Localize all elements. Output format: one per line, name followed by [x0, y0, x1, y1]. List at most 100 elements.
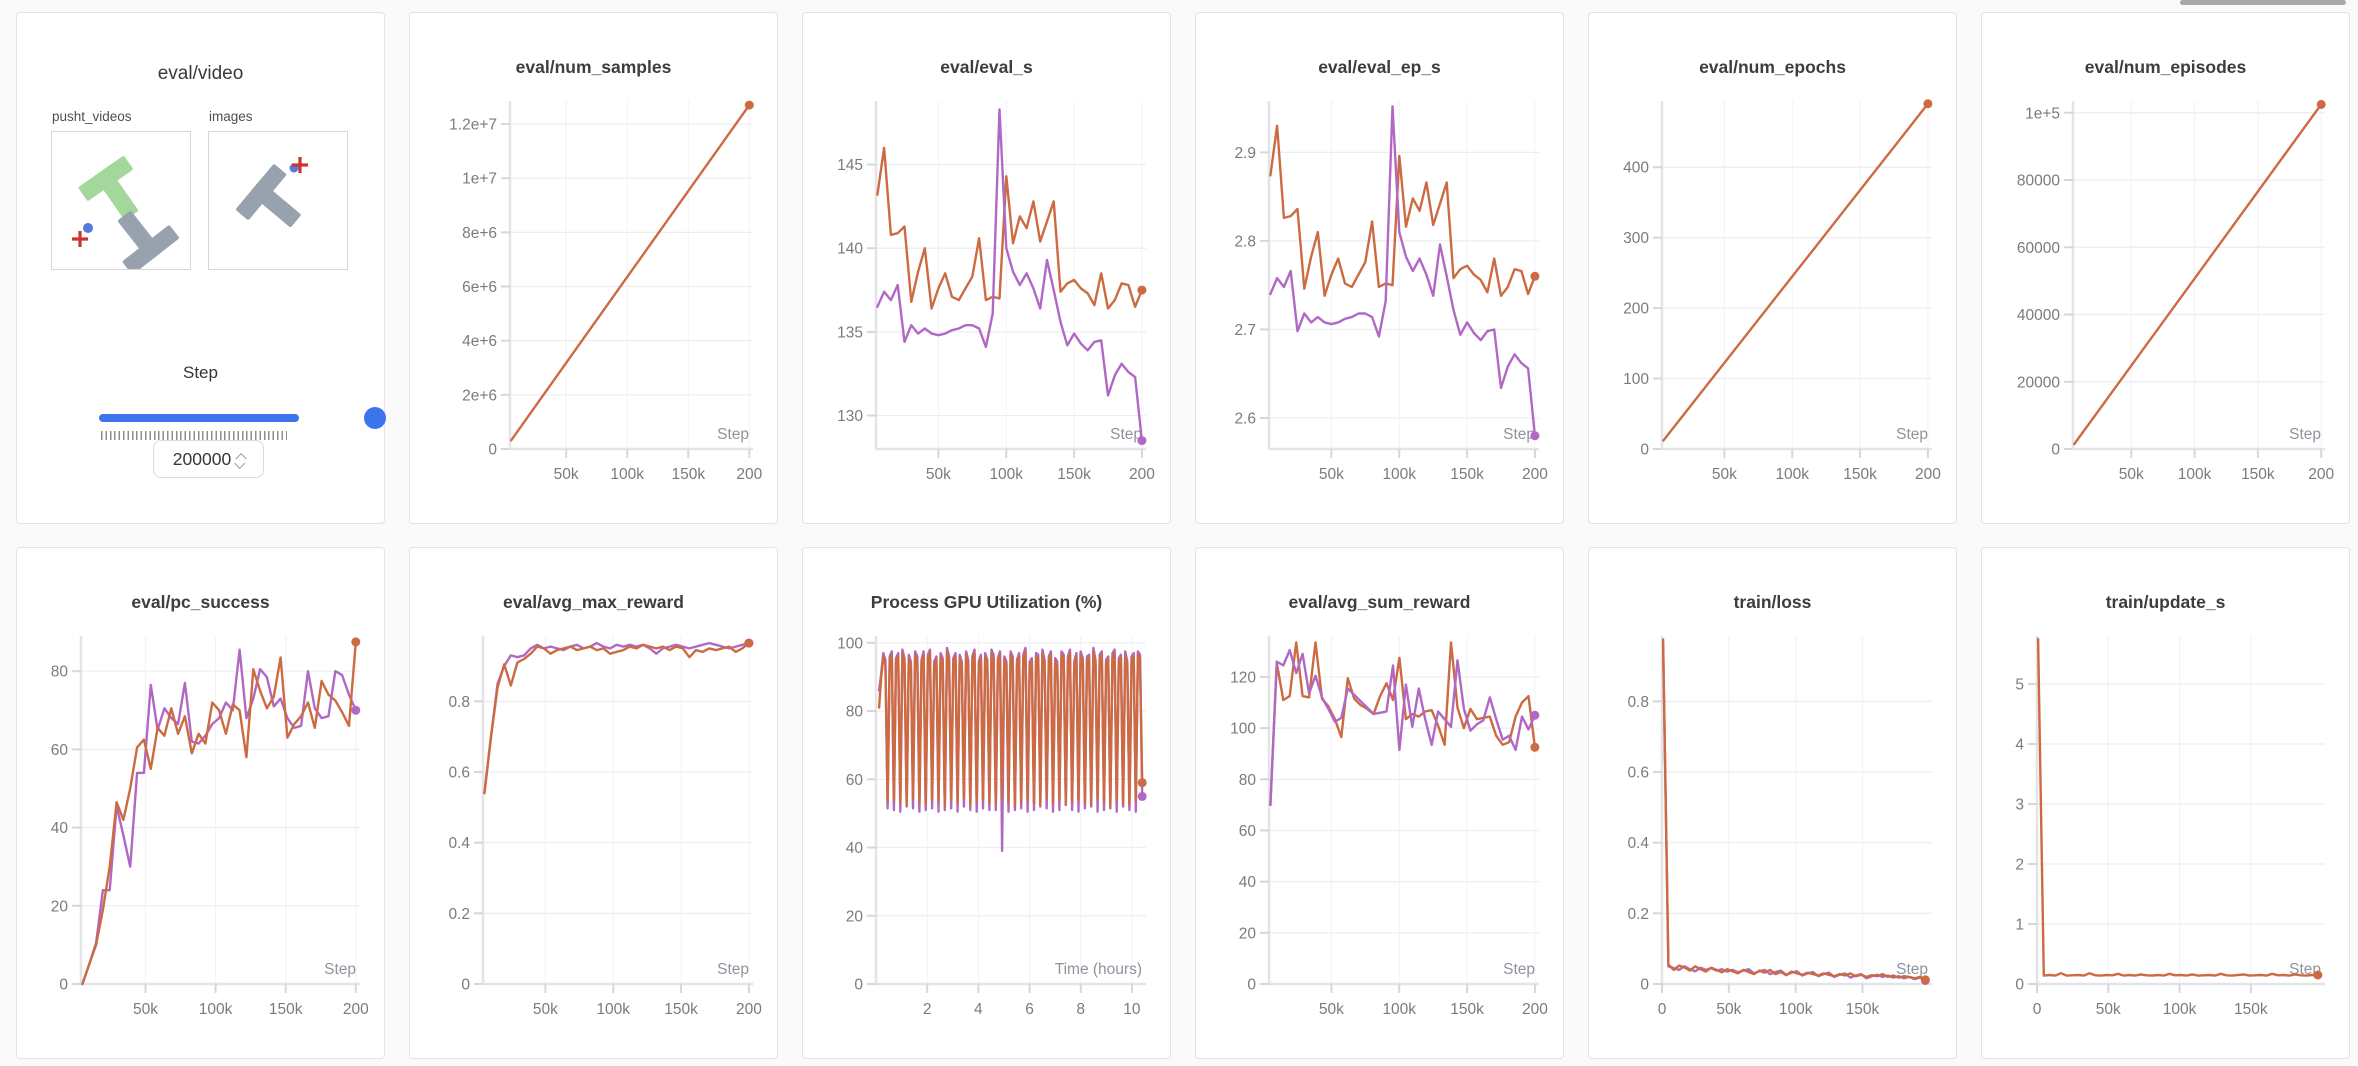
y-tick-label: 1.2e+7 [449, 117, 497, 134]
scrollbar-thumb[interactable] [2180, 0, 2346, 5]
x-tick-label: 150k [671, 466, 705, 483]
step-slider[interactable] [99, 405, 386, 435]
x-tick-label: 50k [1712, 466, 1737, 483]
video-thumbnail-pusht-videos[interactable] [51, 131, 191, 275]
x-tick-label: 50k [554, 466, 579, 483]
series-endpoint-run-orange [1920, 975, 1930, 985]
chart-eval-avg-max-reward[interactable]: eval/avg_max_reward 0 0.2 0.4 0.6 0.8 50k 100k 1… [410, 548, 777, 1058]
y-tick-label: 0.8 [1627, 694, 1649, 711]
y-tick-label: 40 [51, 820, 69, 837]
x-tick-label: 150k [2241, 466, 2275, 483]
x-tick-label: 50k [1319, 1001, 1344, 1018]
y-tick-label: 0 [854, 977, 863, 994]
x-axis-label: Step [1896, 426, 1928, 443]
series-run-purple [876, 108, 1144, 442]
y-tick-label: 4 [2015, 737, 2024, 754]
x-axis-label: Step [1110, 426, 1142, 443]
y-tick-label: 0.2 [448, 906, 470, 923]
series-endpoint-run-orange [351, 637, 361, 647]
series-run-orange [1661, 638, 1927, 981]
series-endpoint-run-orange [1530, 271, 1540, 281]
y-tick-label: 60 [1239, 823, 1257, 840]
step-slider-label: Step [183, 363, 218, 382]
y-tick-label: 60 [846, 772, 864, 789]
slider-handle[interactable] [364, 407, 386, 429]
x-tick-label: 200 [1129, 466, 1155, 483]
x-tick-label: 150k [664, 1001, 698, 1018]
y-tick-label: 60 [51, 742, 69, 759]
stepper-down-icon[interactable] [235, 460, 244, 465]
chart-title: train/loss [1734, 592, 1812, 612]
series-run-purple [483, 641, 751, 795]
red-cross-icon [292, 157, 308, 173]
series-run-orange [2073, 103, 2323, 446]
x-tick-label: 0 [2033, 1001, 2042, 1018]
media-caption: images [209, 109, 253, 124]
chart-process-gpu-utilization-[interactable]: Process GPU Utilization (%) 0 20 40 60 80 100 2… [803, 548, 1170, 1058]
x-tick-label: 150k [1450, 1001, 1484, 1018]
video-thumbnail-images[interactable] [208, 131, 348, 270]
x-tick-label: 100k [1382, 466, 1416, 483]
x-tick-label: 6 [1025, 1001, 1034, 1018]
y-tick-label: 20000 [2017, 374, 2060, 391]
chart-title: eval/avg_max_reward [503, 592, 684, 612]
y-tick-label: 0 [461, 977, 470, 994]
x-tick-label: 200 [736, 466, 762, 483]
x-tick-label: 8 [1076, 1001, 1085, 1018]
y-tick-label: 8e+6 [462, 225, 497, 242]
chart-eval-num-samples[interactable]: eval/num_samples 0 2e+6 4e+6 6e+6 8e+6 1e+7 1.2… [410, 13, 777, 523]
gray-t-shape [118, 211, 179, 275]
panel-eval-video: eval/video pusht_videos [16, 12, 386, 524]
y-tick-label: 80 [1239, 772, 1257, 789]
x-tick-label: 200 [1522, 466, 1548, 483]
x-tick-label: 10 [1123, 1001, 1141, 1018]
chart-eval-num-epochs[interactable]: eval/num_epochs 0 100 200 300 400 50k 100k 150k 2… [1589, 13, 1956, 523]
y-tick-label: 2 [2015, 857, 2024, 874]
series-run-orange [1269, 641, 1537, 807]
x-tick-label: 100k [1775, 466, 1809, 483]
stepper-buttons[interactable] [235, 454, 244, 465]
y-tick-label: 300 [1623, 230, 1649, 247]
x-tick-label: 100k [199, 1001, 233, 1018]
series-endpoint-run-orange [1137, 778, 1147, 788]
step-input[interactable]: 200000 [153, 440, 264, 478]
panel-process-gpu-utilization-: Process GPU Utilization (%) 0 20 40 60 80 100 2… [802, 547, 1171, 1059]
x-tick-label: 4 [974, 1001, 983, 1018]
slider-track[interactable] [99, 414, 299, 422]
x-tick-label: 0 [1658, 1001, 1667, 1018]
y-tick-label: 0.8 [448, 694, 470, 711]
series-endpoint-run-purple [1530, 710, 1540, 720]
series-run-orange [877, 650, 1144, 808]
chart-eval-avg-sum-reward[interactable]: eval/avg_sum_reward 0 20 40 60 80 100 120 50k 100… [1196, 548, 1563, 1058]
y-tick-label: 0 [2015, 977, 2024, 994]
chart-train-loss[interactable]: train/loss 0 0.2 0.4 0.6 0.8 0 50k 100k 150k Step [1589, 548, 1956, 1058]
y-tick-label: 0 [1640, 442, 1649, 459]
series-endpoint-run-purple [1530, 431, 1540, 441]
y-tick-label: 0.4 [448, 835, 470, 852]
x-tick-label: 50k [926, 466, 951, 483]
panel-title: eval/video [157, 63, 244, 84]
chart-eval-num-episodes[interactable]: eval/num_episodes 0 20000 40000 60000 80000 1e… [1982, 13, 2349, 523]
x-tick-label: 100k [1382, 1001, 1416, 1018]
x-axis-label: Time (hours) [1055, 961, 1142, 978]
chart-eval-eval-s[interactable]: eval/eval_s 130 135 140 145 50k 100k 150k 200 Ste… [803, 13, 1170, 523]
y-tick-label: 130 [837, 408, 863, 425]
x-axis-label: Step [1503, 961, 1535, 978]
chart-title: eval/num_episodes [2085, 57, 2247, 77]
series-endpoint-run-orange [1137, 285, 1147, 295]
chart-title: eval/num_samples [516, 57, 672, 77]
x-tick-label: 150k [1057, 466, 1091, 483]
chart-eval-eval-ep-s[interactable]: eval/eval_ep_s 2.6 2.7 2.8 2.9 50k 100k 150k 200… [1196, 13, 1563, 523]
panel-train-update-s: train/update_s 0 1 2 3 4 5 0 50k 100k 150k Step [1981, 547, 2350, 1059]
y-tick-label: 2.8 [1234, 233, 1256, 250]
x-axis-label: Step [717, 961, 749, 978]
y-tick-label: 4e+6 [462, 333, 497, 350]
y-tick-label: 6e+6 [462, 279, 497, 296]
chart-eval-pc-success[interactable]: eval/pc_success 0 20 40 60 80 50k 100k 150k 200 St… [17, 548, 384, 1058]
y-tick-label: 120 [1230, 669, 1256, 686]
x-tick-label: 100k [2178, 466, 2212, 483]
x-axis-label: Step [717, 426, 749, 443]
media-caption: pusht_videos [52, 109, 132, 124]
series-run-orange [81, 640, 357, 986]
